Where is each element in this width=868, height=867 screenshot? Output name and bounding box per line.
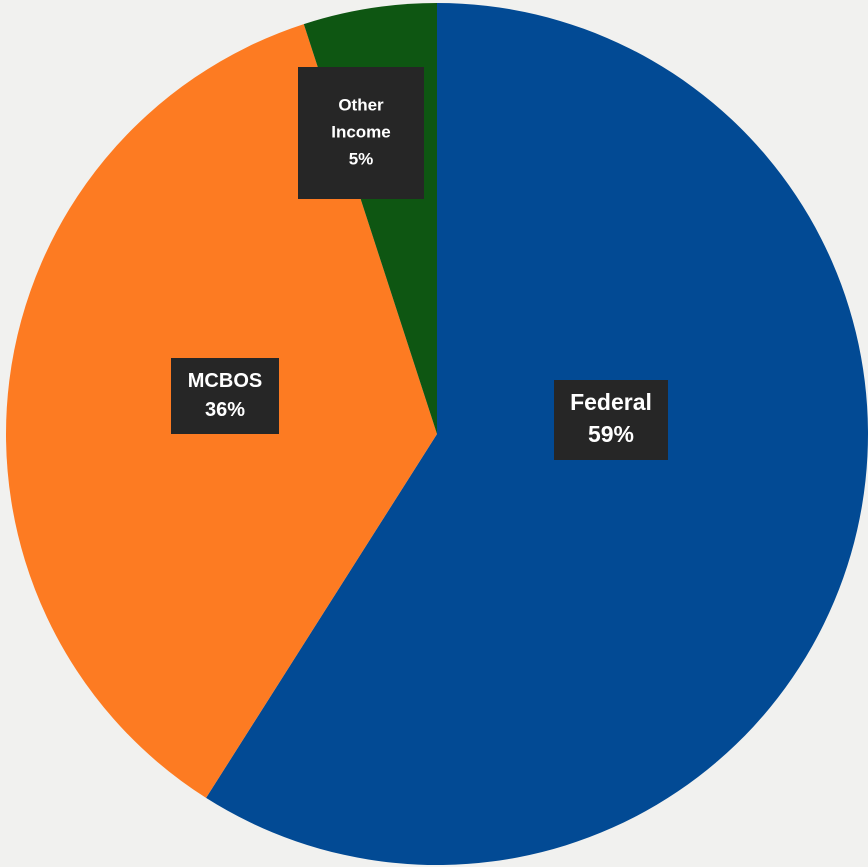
label-line: Federal bbox=[570, 389, 652, 415]
label-line: 5% bbox=[349, 149, 374, 168]
label-federal: Federal 59% bbox=[554, 380, 668, 460]
label-line: 36% bbox=[205, 399, 245, 421]
label-line: 59% bbox=[588, 421, 634, 447]
label-box bbox=[554, 380, 668, 460]
label-other-income: Other Income 5% bbox=[298, 67, 424, 199]
label-line: Income bbox=[331, 122, 391, 141]
label-box bbox=[298, 67, 424, 199]
label-line: MCBOS bbox=[188, 370, 262, 392]
pie-slices bbox=[6, 2, 868, 865]
label-mcbos: MCBOS 36% bbox=[171, 358, 279, 434]
label-line: Other bbox=[338, 95, 384, 114]
label-box bbox=[171, 358, 279, 434]
slice-labels: Federal 59% MCBOS 36% Other Income 5% bbox=[171, 67, 668, 460]
slice-federal bbox=[206, 3, 868, 865]
